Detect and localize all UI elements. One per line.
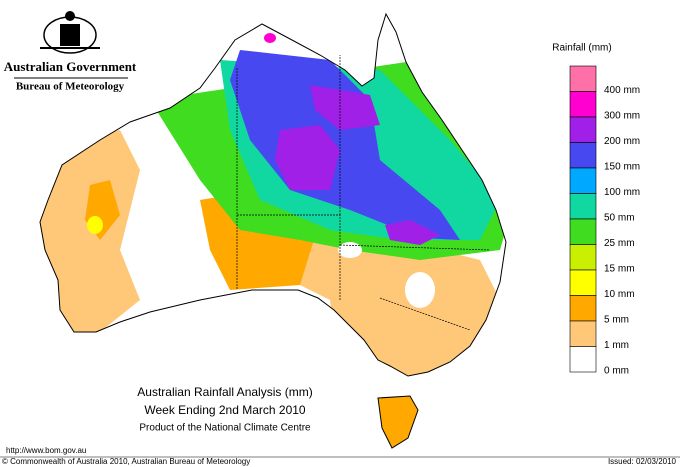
legend-label: 5 mm	[604, 314, 629, 325]
government-name: Australian Government	[4, 59, 137, 74]
legend-label: 1 mm	[604, 340, 629, 351]
legend-swatch	[569, 91, 597, 118]
legend-swatch	[569, 320, 597, 347]
footer-copyright: © Commonwealth of Australia 2010, Austra…	[2, 457, 250, 466]
legend-label: 400 mm	[604, 85, 640, 96]
map-credit: Product of the National Climate Centre	[139, 423, 311, 434]
legend-swatch	[569, 295, 597, 322]
legend-label: 25 mm	[604, 238, 635, 249]
legend-label: 300 mm	[604, 110, 640, 121]
legend-swatch	[569, 218, 597, 245]
legend-swatch	[569, 244, 597, 271]
legend-label: 100 mm	[604, 187, 640, 198]
map-subtitle: Week Ending 2nd March 2010	[144, 403, 306, 417]
legend-label: 10 mm	[604, 289, 635, 300]
legend-label: 50 mm	[604, 212, 635, 223]
legend-swatch	[569, 116, 597, 143]
legend-label: 150 mm	[604, 161, 640, 172]
legend-label: 200 mm	[604, 136, 640, 147]
legend-swatch	[569, 142, 597, 169]
rainfall-map	[39, 13, 507, 449]
legend-label: 15 mm	[604, 263, 635, 274]
legend-label: 0 mm	[604, 365, 629, 376]
legend-swatch	[569, 269, 597, 296]
coat-of-arms	[40, 11, 100, 54]
legend-swatch	[569, 193, 597, 220]
map-title: Australian Rainfall Analysis (mm)	[137, 385, 312, 399]
legend-swatch	[569, 65, 597, 92]
legend: 400 mm 300 mm 200 mm 150 mm 100 mm 50 mm 25 mm…	[569, 65, 640, 376]
bureau-name: Bureau of Meteorology	[16, 81, 125, 93]
legend-title: Rainfall (mm)	[552, 43, 611, 54]
footer-issued: Issued: 02/03/2010	[608, 457, 677, 466]
footer-url[interactable]: http://www.bom.gov.au	[6, 446, 86, 455]
legend-swatch	[569, 167, 597, 194]
legend-swatch	[569, 346, 597, 373]
